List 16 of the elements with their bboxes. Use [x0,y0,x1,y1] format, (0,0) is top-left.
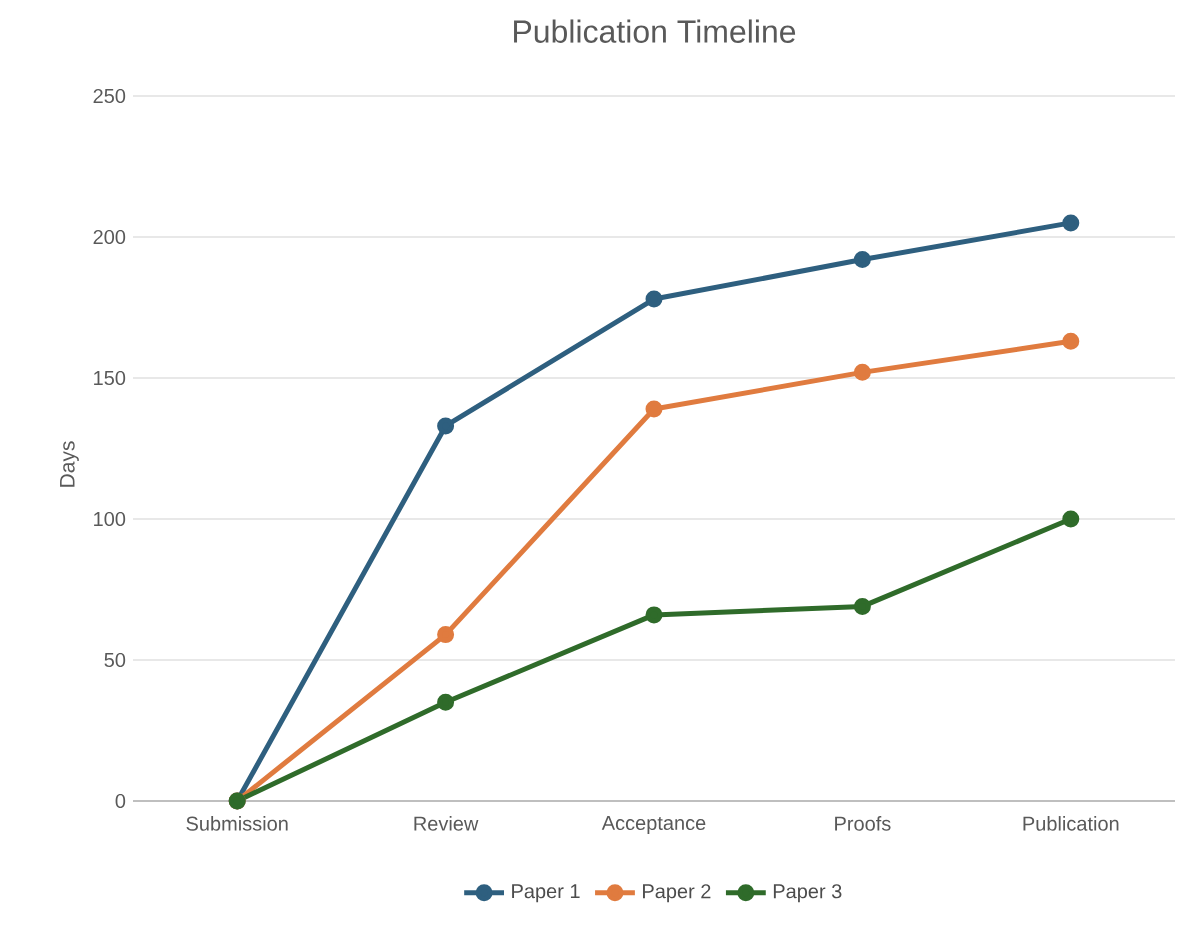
x-tick-label: Publication [1023,816,1119,831]
y-tick-label: 150 [94,370,126,386]
y-axis-title: Days [60,441,79,487]
y-tick-label: 50 [104,652,126,668]
y-tick-label: 0 [115,793,126,809]
chart-title: Publication Timeline [514,19,796,43]
y-tick-label: 200 [93,229,126,245]
legend-label: Paper 1 [512,884,580,903]
x-tick-label: Submission [186,816,288,831]
x-tick-label: Proofs [835,816,891,831]
x-tick-label: Review [414,816,479,831]
y-tick-label: 250 [93,88,126,104]
legend-label: Paper 3 [773,884,842,903]
legend-label: Paper 2 [643,884,711,903]
x-tick-label: Acceptance [601,816,706,834]
y-tick-label: 100 [94,511,126,527]
